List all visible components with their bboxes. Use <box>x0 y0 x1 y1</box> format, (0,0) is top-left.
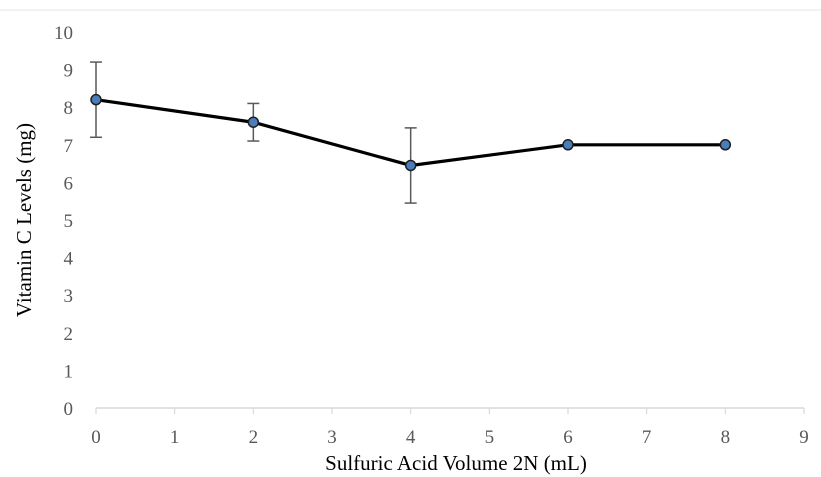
x-tick-label: 8 <box>721 427 731 448</box>
data-point <box>562 139 574 151</box>
x-tick-label: 4 <box>406 427 416 448</box>
y-tick-label: 3 <box>64 286 74 307</box>
x-axis-title: Sulfuric Acid Volume 2N (mL) <box>325 451 587 475</box>
x-tick-label: 5 <box>485 427 495 448</box>
data-point <box>404 159 417 172</box>
y-tick-label: 9 <box>64 61 74 82</box>
x-axis-tick-labels: 0 1 2 3 4 5 6 7 8 9 <box>91 427 809 448</box>
x-axis <box>95 407 805 414</box>
x-tick-label: 1 <box>170 427 180 448</box>
x-tick-label: 9 <box>799 427 809 448</box>
x-tick-label: 2 <box>249 427 259 448</box>
y-tick-label: 8 <box>64 98 74 119</box>
y-tick-label: 2 <box>64 324 74 345</box>
data-point <box>247 116 260 128</box>
data-point <box>719 139 732 151</box>
data-point <box>90 93 102 106</box>
y-axis-title: Vitamin C Levels (mg) <box>12 123 36 317</box>
y-tick-label: 6 <box>64 173 74 194</box>
x-tick-label: 0 <box>91 427 101 448</box>
y-tick-label: 7 <box>64 136 74 157</box>
y-tick-label: 0 <box>64 399 74 420</box>
y-axis-tick-labels: 0 1 2 3 4 5 6 7 8 9 10 <box>54 23 74 420</box>
y-tick-label: 10 <box>54 23 73 44</box>
y-tick-label: 1 <box>64 361 74 382</box>
x-tick-label: 6 <box>563 427 573 448</box>
y-tick-label: 5 <box>64 211 74 232</box>
data-points <box>90 93 732 172</box>
x-tick-label: 3 <box>327 427 337 448</box>
error-bars <box>90 61 417 204</box>
y-tick-label: 4 <box>64 249 74 270</box>
x-tick-label: 7 <box>642 427 652 448</box>
